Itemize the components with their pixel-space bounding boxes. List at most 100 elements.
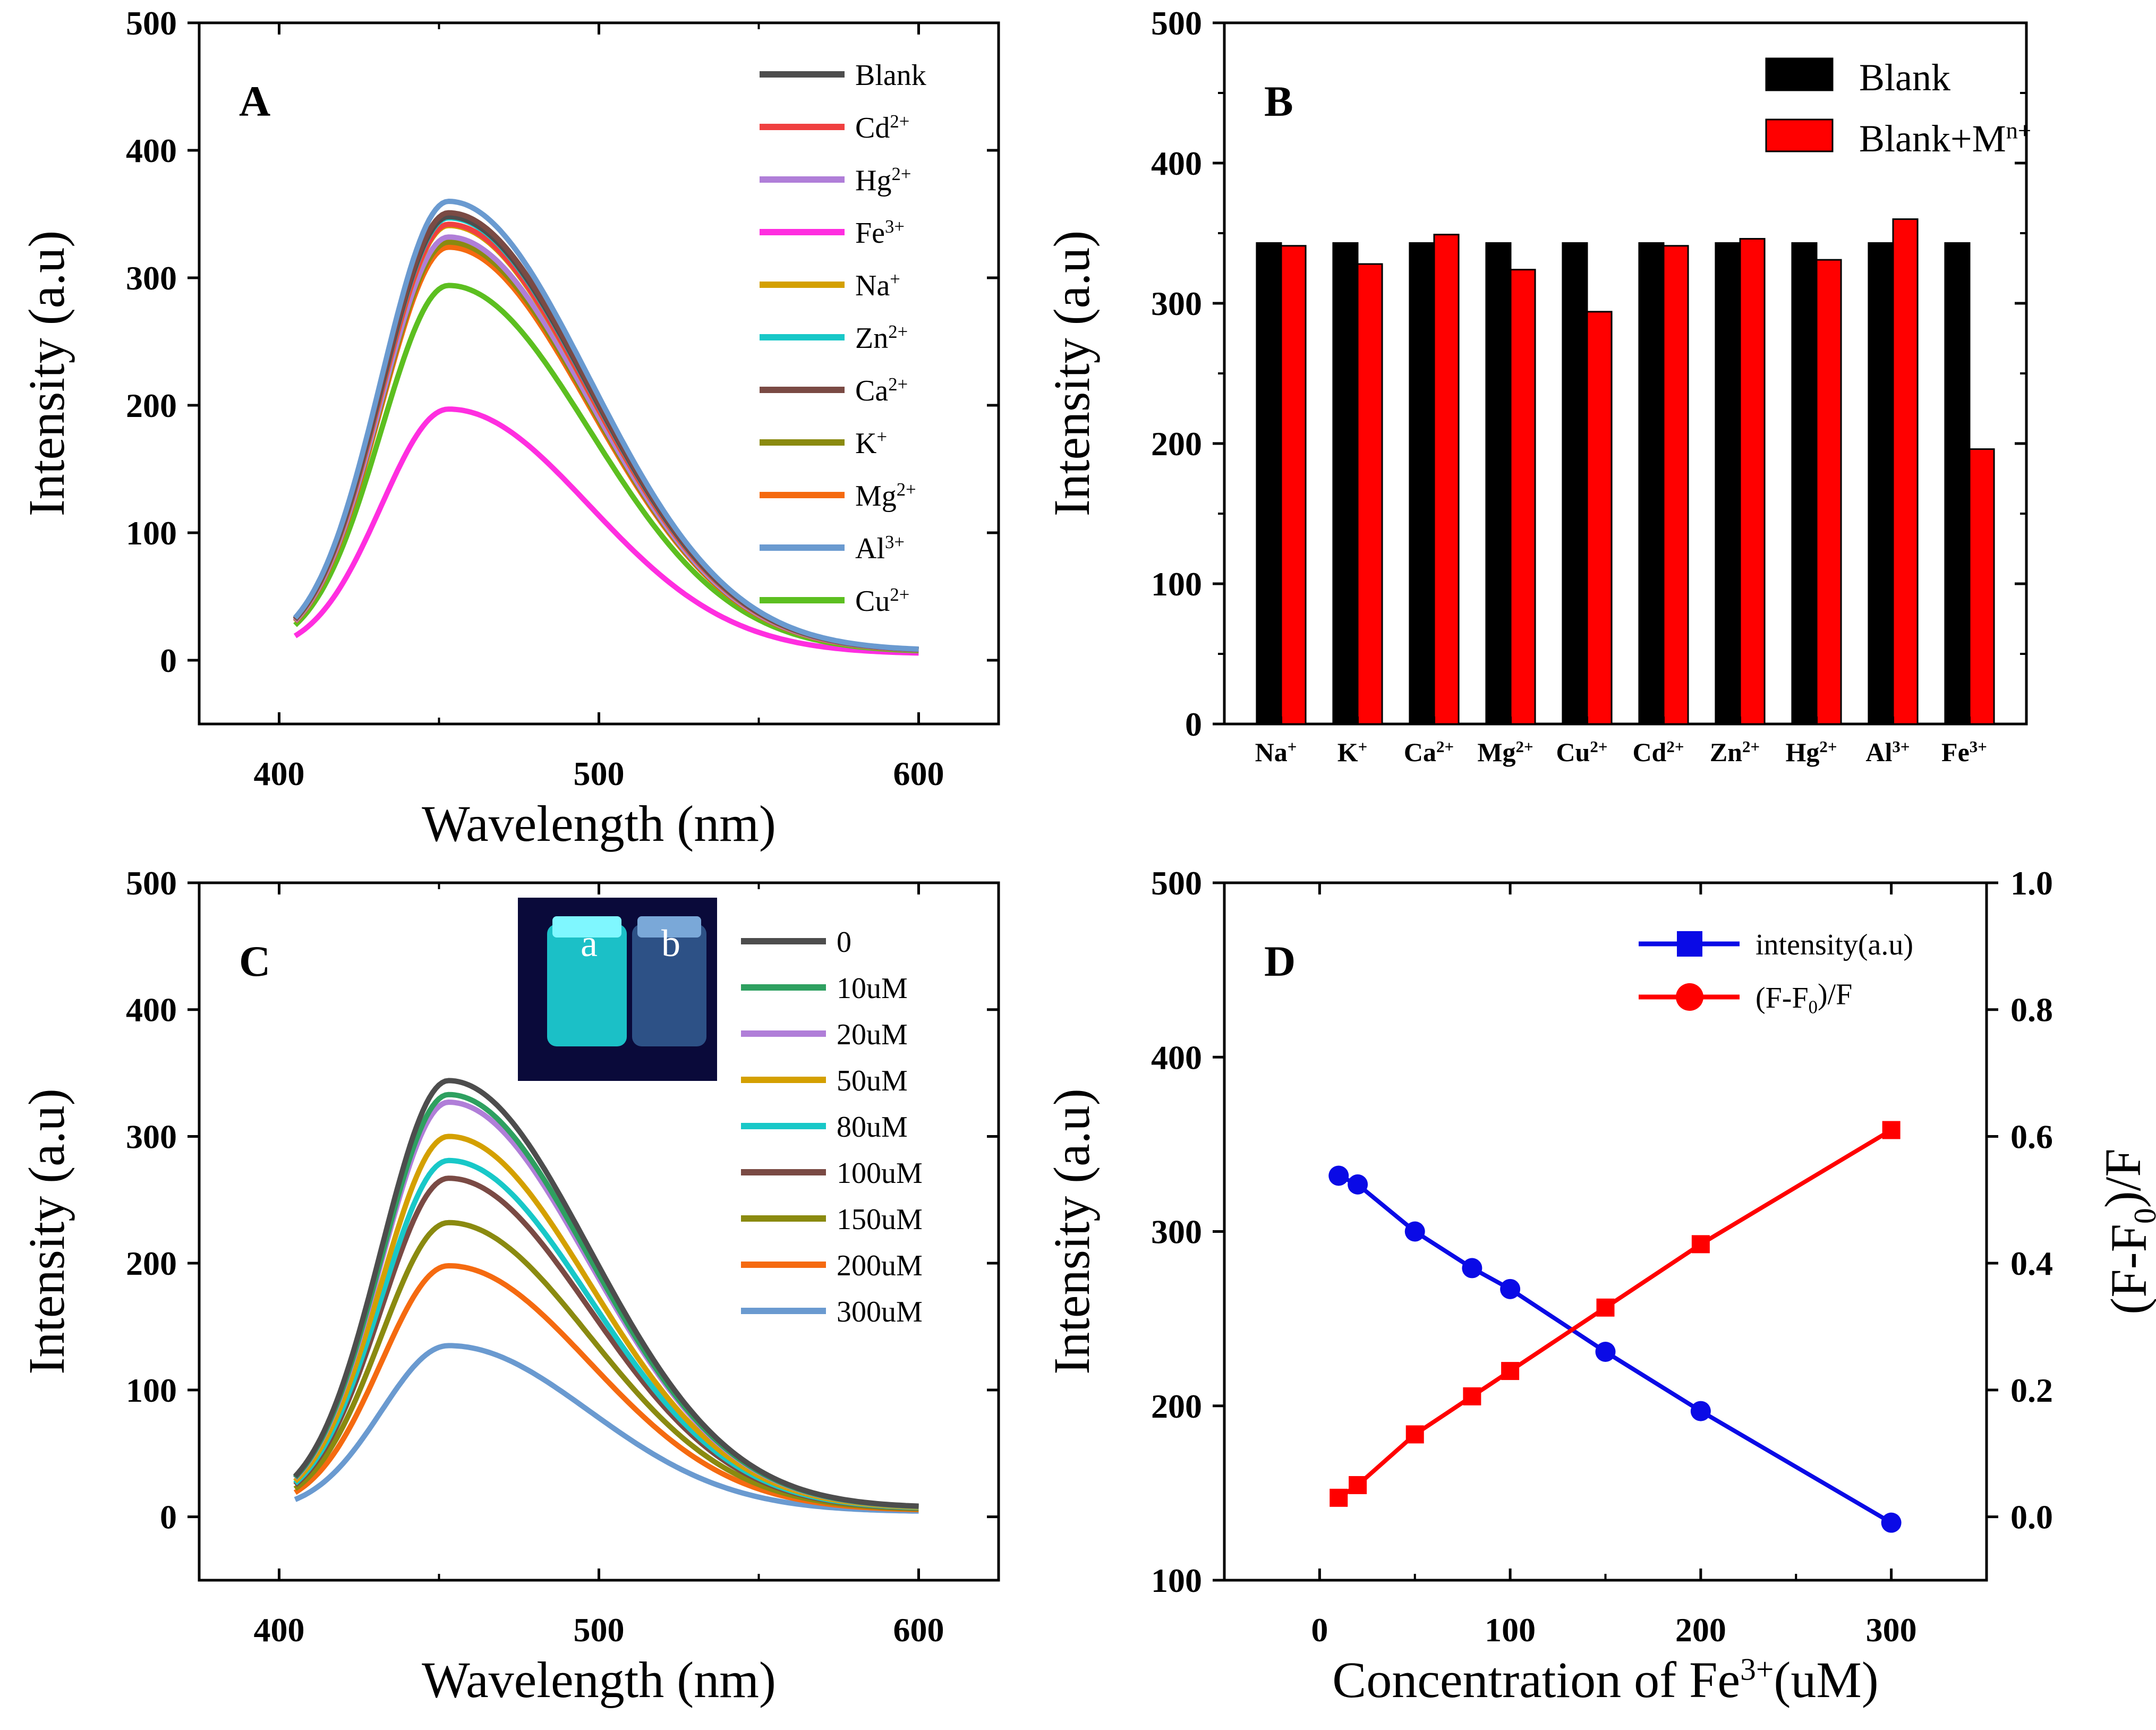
vial-a [547, 924, 627, 1046]
x-tick-label: 400 [254, 755, 305, 792]
y2-tick-label: 0.6 [2010, 1118, 2053, 1155]
legend-label: Blank [855, 59, 926, 92]
bar-Blank+Mn+ [1892, 218, 1919, 725]
legend-label: K+ [855, 427, 887, 460]
bar-Blank [1562, 242, 1588, 725]
legend-label: 80uM [837, 1111, 908, 1144]
data-point [1404, 1221, 1425, 1242]
y-tick-label: 100 [1151, 1562, 1202, 1599]
series-line-K+ [293, 239, 919, 653]
legend-label: 300uM [837, 1296, 923, 1328]
y-tick-label: 400 [126, 991, 177, 1029]
legend-label: Mg2+ [855, 479, 916, 513]
y-tick-label: 300 [126, 1118, 177, 1155]
x-axis-label: Concentration of Fe3+(uM) [1332, 1651, 1878, 1708]
x-category-label: Al3+ [1865, 737, 1910, 767]
bar-Blank [1715, 242, 1741, 725]
y2-axis-label: (F-F0)/F [2094, 1148, 2156, 1315]
y-tick-label: 400 [1151, 1038, 1202, 1076]
y2-tick-label: 0.2 [2010, 1371, 2053, 1409]
legend-label: 150uM [837, 1203, 923, 1236]
x-category-label: Ca2+ [1404, 737, 1454, 767]
data-point [1349, 1476, 1367, 1494]
y-tick-label: 300 [1151, 285, 1202, 322]
x-tick-label: 600 [893, 1611, 944, 1649]
bar-Blank [1944, 242, 1971, 725]
series-line-Al3+ [293, 199, 919, 652]
legend-label: Ca2+ [855, 374, 908, 407]
series-line-Mg2+ [293, 244, 919, 653]
data-point [1348, 1174, 1368, 1195]
y-tick-label: 300 [126, 259, 177, 297]
y-tick-label: 0 [160, 642, 177, 679]
panel-B: 0 100 200 300 400 500 Intensity (a.u) B Na+ K+ Ca2… [1043, 4, 2031, 767]
legend-label: Blank [1859, 56, 1950, 99]
legend-swatch [1765, 57, 1834, 91]
x-tick-label: 500 [574, 755, 625, 792]
legend-label: Zn2+ [855, 321, 908, 355]
y-tick-label: 0 [1185, 705, 1202, 743]
y-tick-label: 200 [1151, 1387, 1202, 1425]
panel-D: 0 100 200 300 100 200 300 400 500 0.0 0.2 0.4 0.6 0.8… [1043, 864, 2156, 1708]
bar-Blank+Mn+ [1280, 245, 1307, 725]
series-line-200uM [293, 1263, 919, 1512]
bar-Blank [1332, 242, 1359, 725]
data-point [1500, 1279, 1521, 1299]
data-point [1501, 1362, 1520, 1380]
bar-Blank+Mn+ [1357, 263, 1383, 725]
y2-tick-label: 0.4 [2010, 1245, 2053, 1282]
bar-Blank+Mn+ [1433, 234, 1460, 725]
legend-marker [1677, 931, 1702, 957]
series-line-Fe3+ [293, 406, 919, 656]
y-tick-label: 100 [126, 1371, 177, 1409]
series-line-20uM [293, 1100, 919, 1510]
y2-tick-label: 0.0 [2010, 1498, 2053, 1536]
legend-label: 20uM [837, 1018, 908, 1051]
data-point [1882, 1121, 1901, 1139]
legend-label: Cu2+ [855, 584, 909, 618]
legend-label: Fe3+ [855, 216, 905, 250]
y2-tick-label: 1.0 [2010, 864, 2053, 902]
vial-b [632, 924, 706, 1046]
y-tick-label: 500 [126, 4, 177, 42]
inset-label-a: a [581, 922, 598, 965]
legend-label: 100uM [837, 1157, 923, 1190]
x-category-label: Fe3+ [1941, 737, 1987, 767]
legend-label: Na+ [855, 269, 900, 302]
legend-label: Blank+Mn+ [1859, 117, 2031, 160]
legend-label: Cd2+ [855, 111, 909, 144]
x-category-label: Cd2+ [1632, 737, 1684, 767]
plot-frame [1223, 881, 1988, 1582]
x-tick-label: 600 [893, 755, 944, 792]
bar-Blank+Mn+ [1816, 259, 1842, 725]
panel-label: D [1264, 937, 1296, 985]
x-tick-label: 200 [1675, 1611, 1726, 1649]
vial-b-cap [637, 916, 701, 938]
panel-label: A [239, 77, 270, 125]
y-tick-label: 300 [1151, 1213, 1202, 1251]
x-category-label: Hg2+ [1785, 737, 1837, 767]
legend-label: 200uM [837, 1249, 923, 1282]
y-tick-label: 400 [1151, 144, 1202, 182]
series-line-10uM [293, 1092, 919, 1509]
vial-a-cap [552, 916, 621, 938]
bar-Blank [1638, 242, 1665, 725]
data-point [1690, 1401, 1711, 1421]
legend-label: intensity(a.u) [1756, 928, 1913, 961]
y-tick-label: 0 [160, 1498, 177, 1536]
y-tick-label: 500 [126, 864, 177, 902]
y-tick-label: 100 [1151, 565, 1202, 603]
y-axis-label: Intensity (a.u) [1043, 231, 1100, 517]
data-point [1330, 1488, 1348, 1507]
y-tick-label: 500 [1151, 864, 1202, 902]
x-category-label: Na+ [1255, 737, 1297, 767]
x-tick-label: 400 [254, 1611, 305, 1649]
y-tick-label: 200 [126, 1245, 177, 1282]
data-point [1881, 1512, 1902, 1533]
y-tick-label: 500 [1151, 4, 1202, 42]
y-axis-label: Intensity (a.u) [18, 1088, 75, 1375]
x-tick-label: 300 [1866, 1611, 1917, 1649]
